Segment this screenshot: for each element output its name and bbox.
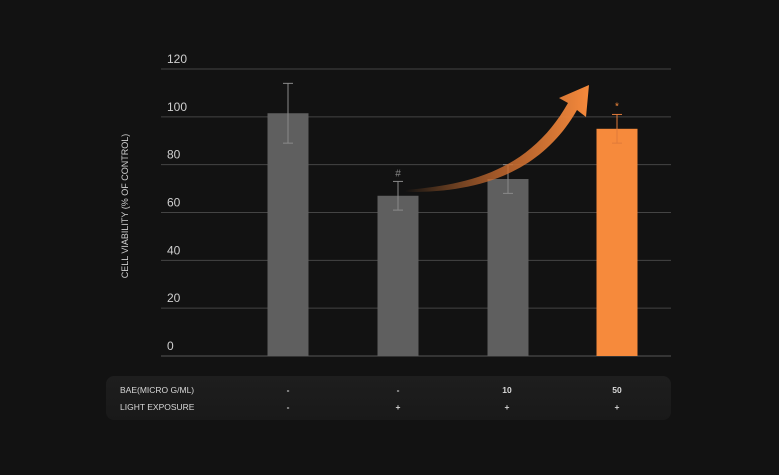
bar (487, 179, 529, 356)
y-tick-labels: 0 20 40 60 80 100 120 (167, 52, 187, 353)
bar (596, 128, 638, 356)
condition-row-light: LIGHT EXPOSURE - + + + (106, 402, 671, 418)
bars: #* (267, 82, 638, 356)
significance-marker: # (395, 168, 401, 179)
condition-value: 10 (502, 385, 512, 395)
condition-value: - (286, 385, 290, 395)
condition-value: + (504, 402, 510, 412)
y-tick-label: 0 (167, 339, 174, 353)
condition-label: LIGHT EXPOSURE (120, 402, 195, 412)
condition-value: - (286, 402, 290, 412)
condition-row-bae: BAE(MICRO G/ML) - - 10 50 (106, 385, 671, 401)
condition-value: + (395, 402, 401, 412)
y-tick-label: 40 (167, 243, 181, 257)
y-tick-label: 60 (167, 196, 181, 210)
bar (267, 113, 309, 356)
y-tick-label: 100 (167, 100, 187, 114)
y-tick-label: 120 (167, 52, 187, 66)
condition-value: + (614, 402, 620, 412)
conditions-table: BAE(MICRO G/ML) - - 10 50 LIGHT EXPOSURE… (106, 376, 671, 420)
condition-value: - (396, 385, 400, 395)
bar (377, 195, 419, 356)
condition-label: BAE(MICRO G/ML) (120, 385, 195, 395)
condition-value: 50 (612, 385, 622, 395)
y-tick-label: 80 (167, 148, 181, 162)
y-axis-label: CELL VIABILITY (% OF CONTROL) (120, 134, 130, 279)
y-tick-label: 20 (167, 291, 181, 305)
trend-arrow (405, 85, 589, 193)
significance-marker: * (615, 101, 619, 112)
